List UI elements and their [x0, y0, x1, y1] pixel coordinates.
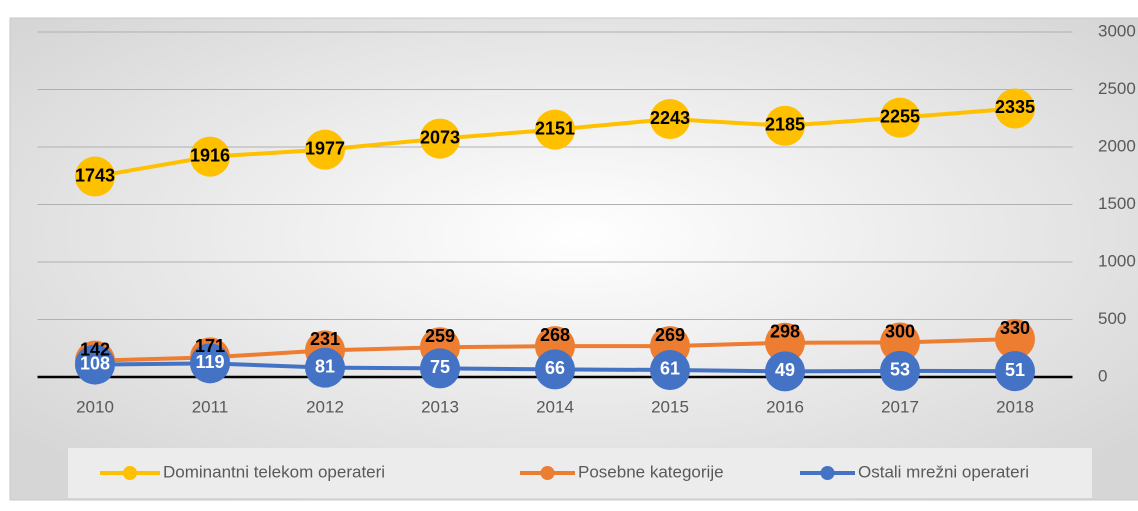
data-label: 66 — [545, 358, 565, 378]
data-label: 1743 — [75, 165, 115, 185]
point-marker — [305, 129, 345, 170]
legend-box — [68, 448, 1092, 498]
y-tick-label: 2500 — [1098, 79, 1136, 98]
x-tick-label: 2018 — [996, 397, 1034, 416]
data-label: 75 — [430, 357, 450, 377]
point-marker — [420, 348, 460, 389]
x-tick-label: 2016 — [766, 397, 804, 416]
data-label: 2073 — [420, 127, 460, 147]
point-marker — [650, 349, 690, 390]
point-marker — [995, 319, 1035, 360]
point-marker — [75, 344, 115, 385]
x-tick-label: 2015 — [651, 397, 689, 416]
legend-marker — [123, 466, 137, 480]
point-marker — [535, 349, 575, 390]
data-label: 142 — [80, 339, 110, 359]
data-label: 81 — [315, 356, 335, 376]
data-label: 231 — [310, 329, 340, 349]
data-label: 1977 — [305, 138, 345, 158]
x-tick-label: 2010 — [76, 397, 114, 416]
x-tick-label: 2011 — [192, 397, 229, 416]
data-label: 330 — [1000, 318, 1030, 338]
data-label: 2335 — [995, 97, 1035, 117]
point-marker — [880, 97, 920, 138]
data-label: 259 — [425, 326, 455, 346]
data-label: 2185 — [765, 114, 805, 134]
y-tick-label: 2000 — [1098, 136, 1136, 155]
data-label: 51 — [1005, 360, 1025, 380]
point-marker — [650, 99, 690, 140]
data-label: 268 — [540, 325, 570, 345]
legend-label: Posebne kategorije — [578, 462, 724, 481]
data-label: 269 — [655, 325, 685, 345]
chart-background — [9, 17, 1138, 501]
y-tick-label: 3000 — [1098, 21, 1136, 40]
legend-marker — [540, 466, 555, 480]
point-marker — [995, 88, 1035, 129]
data-label: 300 — [885, 321, 915, 341]
point-marker — [75, 156, 115, 197]
point-marker — [765, 322, 805, 363]
data-label: 53 — [890, 360, 910, 380]
x-tick-label: 2013 — [421, 397, 459, 416]
point-marker — [880, 322, 920, 363]
data-label: 49 — [775, 360, 795, 380]
x-tick-label: 2017 — [881, 397, 919, 416]
data-label: 171 — [195, 336, 225, 356]
data-label: 1916 — [190, 145, 230, 165]
point-marker — [190, 136, 230, 177]
data-label: 298 — [770, 321, 800, 341]
y-tick-label: 1000 — [1098, 251, 1136, 270]
data-label: 119 — [195, 352, 224, 372]
point-marker — [305, 347, 345, 388]
y-tick-label: 1500 — [1098, 194, 1136, 213]
point-marker — [765, 105, 805, 146]
legend-label: Ostali mrežni operateri — [858, 462, 1029, 481]
point-marker — [535, 109, 575, 150]
point-marker — [190, 343, 230, 384]
point-marker — [420, 118, 460, 159]
point-marker — [880, 350, 920, 391]
data-label: 2243 — [650, 108, 690, 128]
legend-marker — [820, 466, 835, 480]
data-label: 2151 — [535, 118, 575, 138]
legend-label: Dominantni telekom operateri — [163, 462, 385, 481]
data-label: 2255 — [880, 106, 920, 126]
data-label: 61 — [660, 359, 680, 379]
x-tick-label: 2012 — [306, 397, 344, 416]
x-tick-label: 2014 — [536, 397, 574, 416]
y-tick-label: 500 — [1098, 309, 1126, 328]
point-marker — [765, 351, 805, 392]
point-marker — [995, 351, 1035, 392]
y-tick-label: 0 — [1098, 366, 1107, 385]
data-label: 108 — [80, 353, 110, 373]
